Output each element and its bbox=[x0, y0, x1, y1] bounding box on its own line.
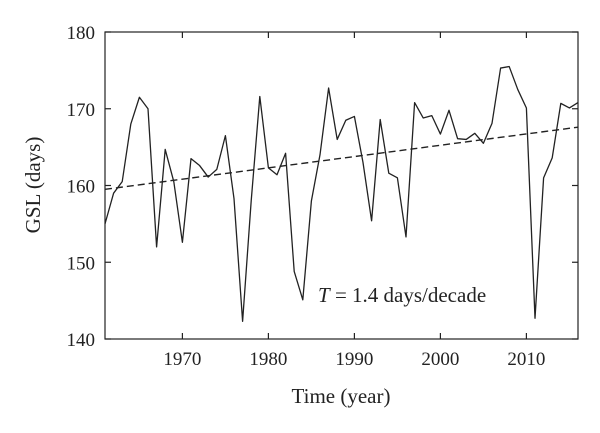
trend-line-dashed bbox=[104, 126, 579, 191]
x-tick-label: 1980 bbox=[249, 349, 287, 370]
axes: 1970 1980 1990 2000 2010 140 150 160 170 180 bbox=[67, 23, 579, 370]
x-tick-label: 2000 bbox=[421, 349, 459, 370]
y-tick-label: 170 bbox=[67, 100, 96, 121]
y-tick-label: 150 bbox=[67, 253, 96, 274]
x-axis-title: Time (year) bbox=[292, 384, 391, 408]
trend-variable: T bbox=[318, 283, 331, 307]
y-axis-title: GSL (days) bbox=[21, 137, 45, 234]
y-tick-label: 180 bbox=[67, 23, 96, 44]
trend-value-text: = 1.4 days/decade bbox=[330, 283, 486, 307]
x-tick-label: 1990 bbox=[335, 349, 373, 370]
gsl-series-line bbox=[104, 65, 579, 322]
x-tick-label: 1970 bbox=[163, 349, 201, 370]
trend-annotation: T = 1.4 days/decade bbox=[318, 283, 486, 307]
y-tick-label: 140 bbox=[67, 330, 96, 351]
plot-area bbox=[104, 65, 579, 322]
y-tick-label: 160 bbox=[67, 177, 96, 198]
x-tick-label: 2010 bbox=[507, 349, 545, 370]
